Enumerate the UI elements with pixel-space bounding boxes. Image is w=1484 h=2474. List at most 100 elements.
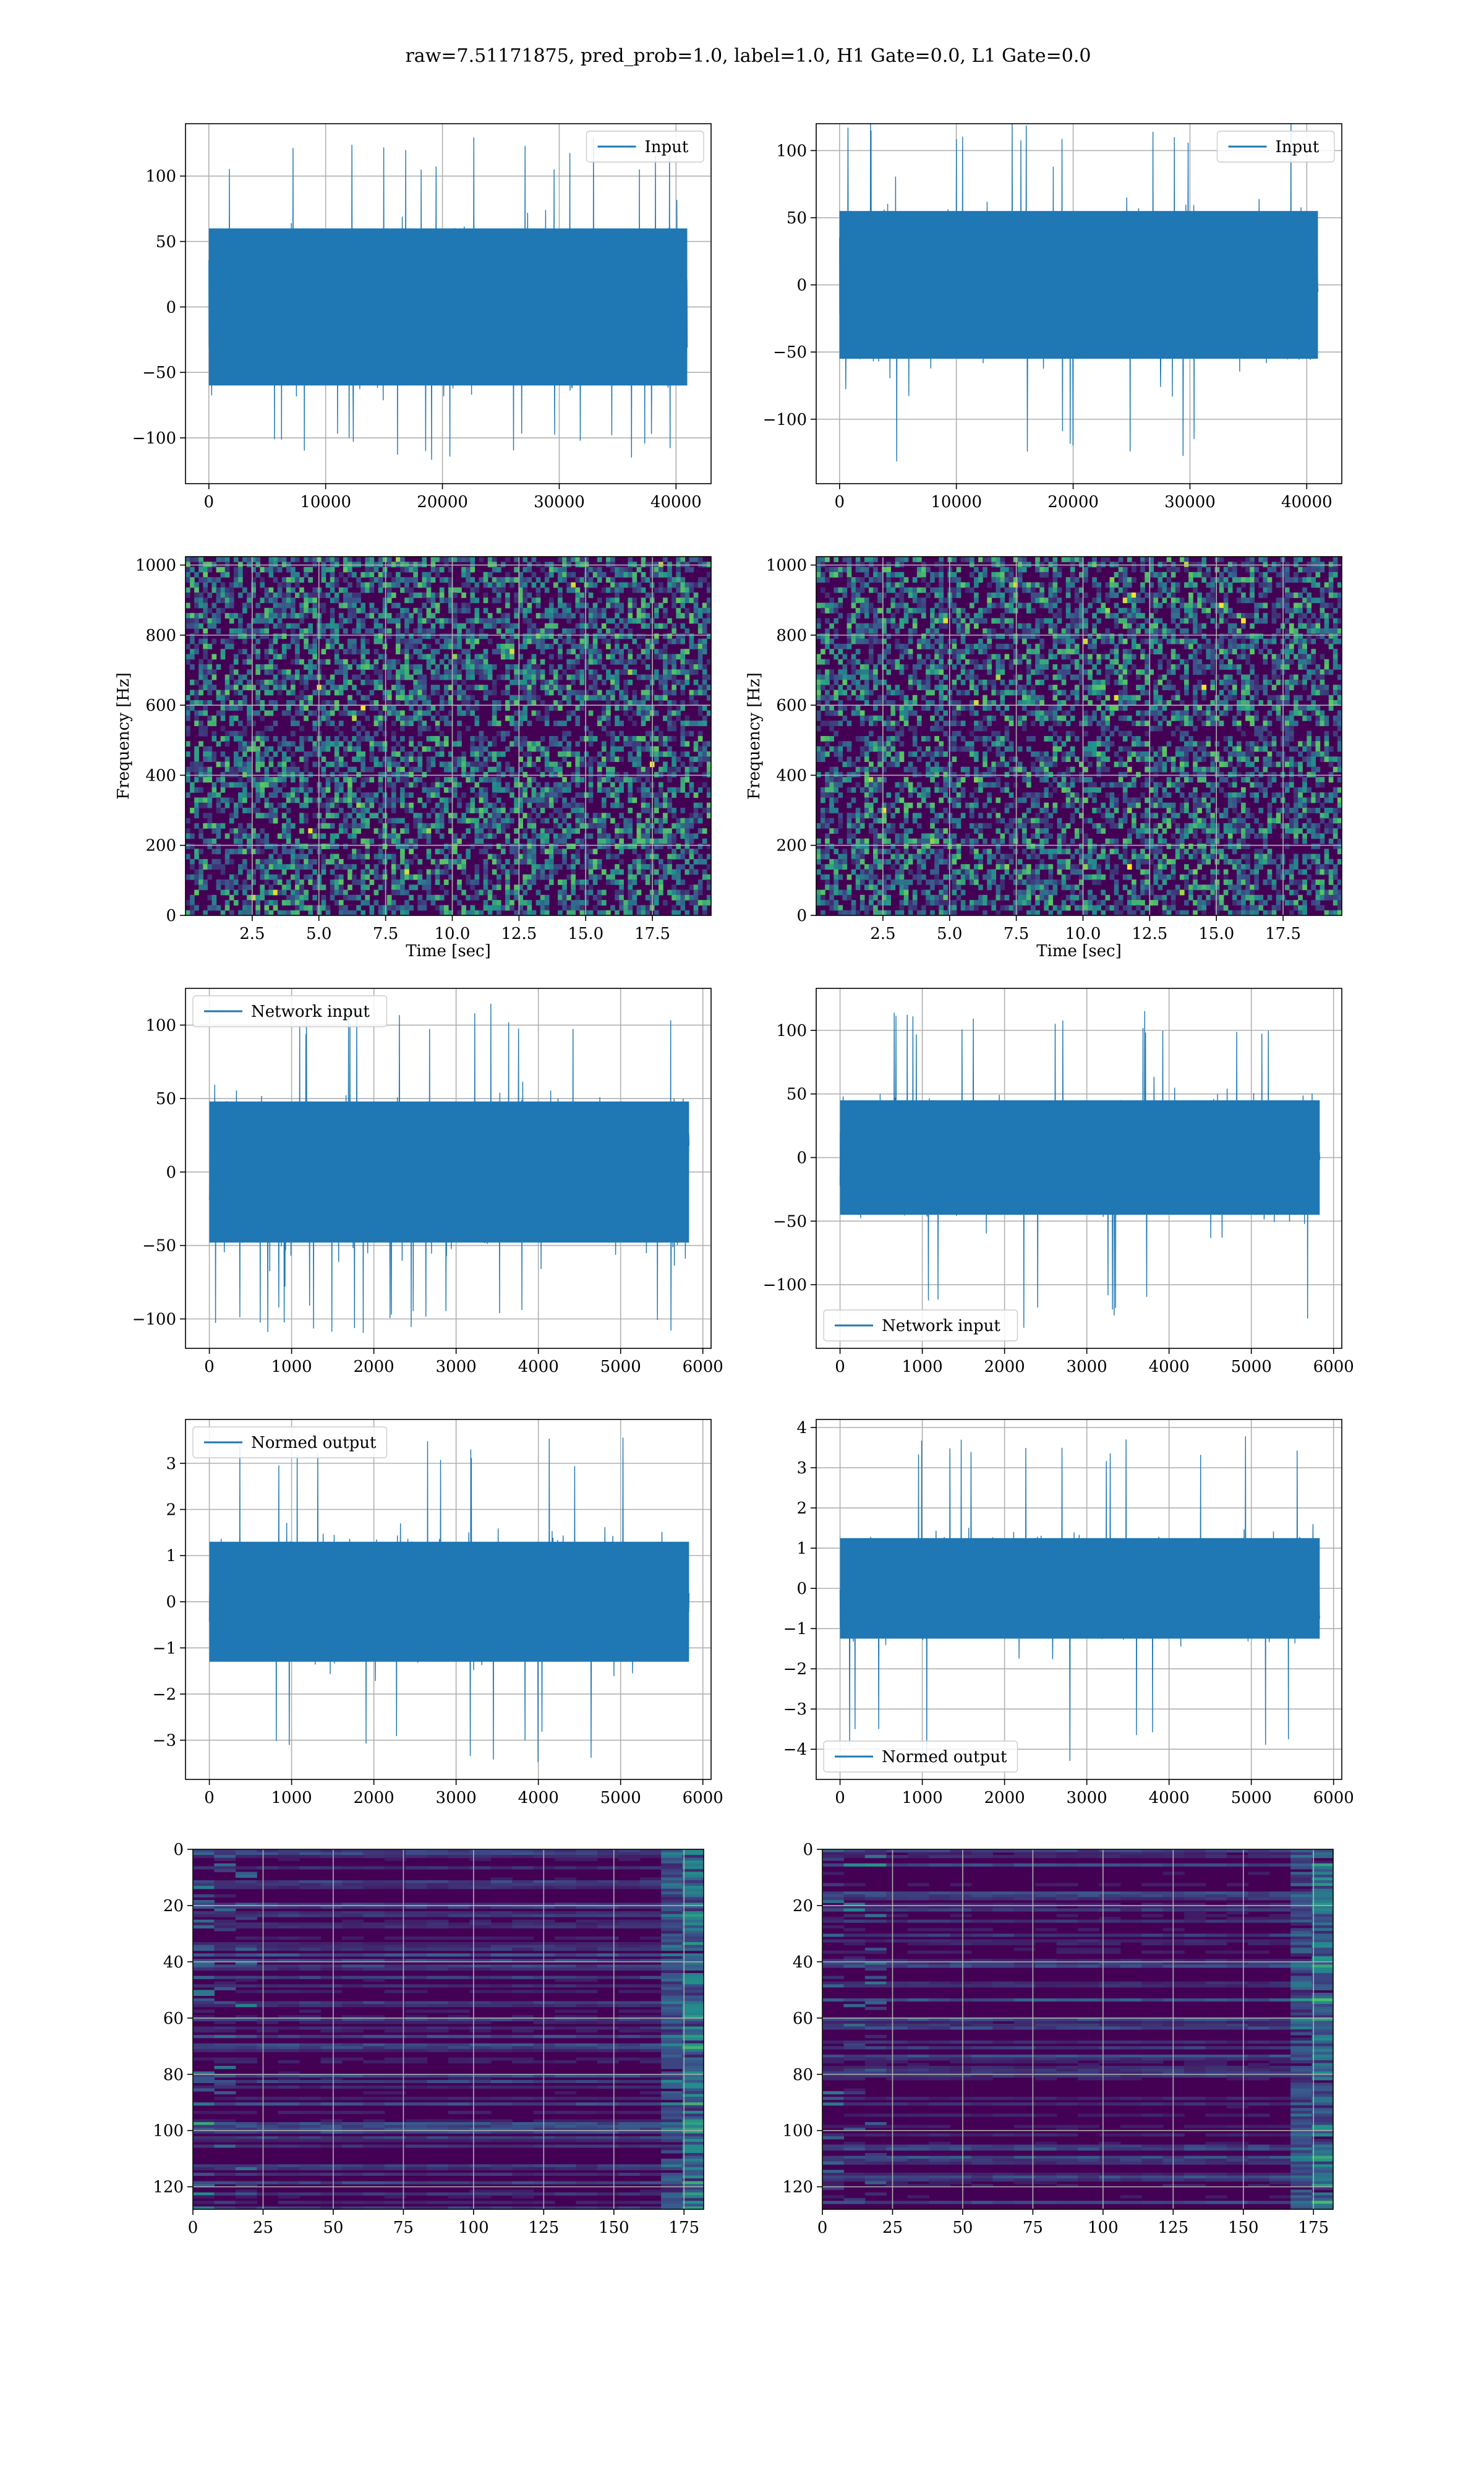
heatmap-cell: [825, 618, 830, 624]
heatmap-cell: [628, 818, 633, 824]
heatmap-cell: [487, 674, 493, 680]
heatmap-cell: [492, 557, 497, 562]
heatmap-cell: [211, 894, 217, 901]
heatmap-cell: [352, 643, 357, 649]
heatmap-cell: [386, 669, 392, 675]
heatmap-cell: [601, 910, 607, 915]
heatmap-cell: [207, 746, 213, 752]
heatmap-cell: [680, 649, 686, 655]
heatmap-cell: [676, 880, 681, 885]
heatmap-cell: [859, 623, 865, 629]
heatmap-cell: [286, 700, 291, 706]
heatmap-cell: [588, 736, 594, 742]
heatmap-cell: [676, 669, 681, 675]
heatmap-cell: [304, 782, 309, 788]
heatmap-cell: [535, 695, 541, 701]
heatmap-cell: [422, 633, 427, 640]
heatmap-cell: [304, 628, 309, 634]
heatmap-cell: [443, 910, 449, 915]
heatmap-cell: [295, 797, 300, 803]
heatmap-cell: [391, 900, 396, 906]
heatmap-cell: [229, 849, 234, 855]
heatmap-cell: [672, 884, 676, 891]
heatmap-cell: [286, 864, 291, 870]
heatmap-cell: [566, 844, 571, 849]
heatmap-cell: [514, 772, 519, 777]
heatmap-cell: [483, 633, 488, 640]
heatmap-cell: [654, 838, 659, 844]
heatmap-cell: [325, 690, 331, 696]
heatmap-cell: [435, 571, 440, 578]
heatmap-cell: [859, 751, 865, 757]
heatmap-cell: [291, 777, 296, 783]
heatmap-cell: [238, 649, 243, 655]
heatmap-cell: [352, 818, 357, 824]
heatmap-cell: [281, 736, 287, 742]
heatmap-cell: [443, 557, 449, 562]
heatmap-cell: [277, 772, 283, 777]
heatmap-cell: [251, 557, 256, 562]
heatmap-cell: [615, 587, 620, 593]
heatmap-cell: [540, 905, 545, 911]
heatmap-cell: [672, 597, 676, 604]
heatmap-cell: [439, 746, 445, 752]
heatmap-cell: [400, 685, 405, 691]
heatmap-cell: [229, 597, 234, 604]
heatmap-cell: [527, 802, 532, 808]
heatmap-cell: [211, 654, 217, 660]
heatmap-cell: [496, 766, 501, 773]
heatmap-cell: [535, 674, 541, 680]
heatmap-cell: [825, 602, 830, 609]
heatmap-cell: [505, 577, 510, 583]
y-tick-label: 50: [787, 209, 807, 228]
heatmap-cell: [829, 858, 834, 865]
heatmap-cell: [260, 889, 265, 896]
heatmap-cell: [220, 700, 226, 706]
heatmap-cell: [592, 880, 598, 885]
heatmap-cell: [632, 741, 638, 747]
heatmap-cell: [579, 690, 585, 696]
heatmap-cell: [492, 577, 497, 583]
heatmap-cell: [535, 741, 541, 747]
heatmap-cell: [216, 587, 221, 593]
heatmap-cell: [575, 741, 581, 747]
x-tick-label: 12.5: [501, 925, 537, 943]
heatmap-cell: [295, 858, 300, 865]
heatmap-cell: [224, 571, 230, 578]
heatmap-cell: [531, 792, 537, 798]
heatmap-cell: [544, 792, 550, 798]
heatmap-cell: [821, 659, 825, 665]
heatmap-cell: [391, 787, 396, 793]
heatmap-cell: [601, 833, 607, 839]
heatmap-cell: [277, 593, 283, 598]
heatmap-cell: [606, 833, 611, 839]
heatmap-cell: [198, 690, 203, 696]
heatmap-cell: [255, 730, 261, 737]
heatmap-cell: [238, 838, 243, 844]
heatmap-cell: [238, 562, 243, 568]
heatmap-cell: [295, 900, 300, 906]
heatmap-cell: [312, 884, 318, 891]
heatmap-cell: [348, 802, 352, 808]
heatmap-cell: [203, 664, 208, 670]
heatmap-cell: [470, 787, 475, 793]
heatmap-cell: [667, 751, 672, 757]
heatmap-cell: [558, 577, 563, 583]
heatmap-cell: [330, 674, 335, 680]
heatmap-cell: [851, 587, 856, 593]
heatmap-cell: [439, 751, 445, 757]
heatmap-cell: [396, 766, 401, 773]
heatmap-cell: [864, 567, 869, 573]
heatmap-cell: [531, 823, 537, 829]
heatmap-cell: [330, 567, 335, 573]
heatmap-cell: [304, 761, 309, 768]
heatmap-cell: [846, 628, 852, 634]
heatmap-cell: [846, 695, 852, 701]
heatmap-cell: [693, 669, 699, 675]
heatmap-cell: [531, 797, 537, 803]
heatmap-cell: [186, 623, 190, 629]
heatmap-cell: [281, 613, 287, 619]
heatmap-cell: [461, 858, 466, 865]
heatmap-cell: [190, 761, 195, 768]
heatmap-cell: [286, 593, 291, 598]
